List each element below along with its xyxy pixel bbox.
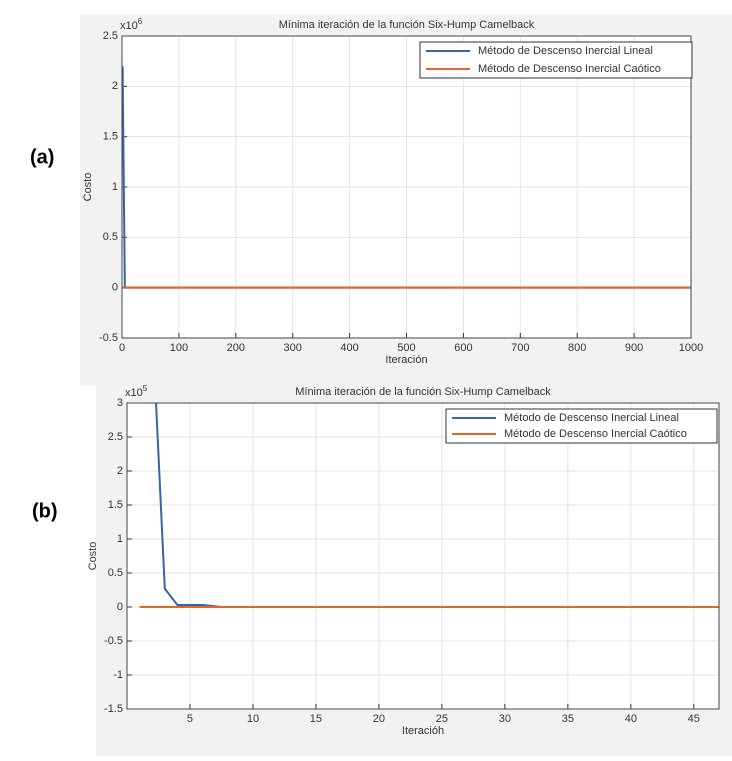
x-tick-label: 45: [688, 713, 700, 725]
x-tick-label: 300: [284, 342, 302, 354]
x-tick-label: 700: [511, 342, 529, 354]
y-tick-label: 2.5: [108, 431, 123, 443]
y-tick-label: -1.5: [104, 703, 123, 715]
legend-label: Método de Descenso Inercial Caótico: [504, 428, 687, 440]
x-tick-label: 35: [562, 713, 574, 725]
panel-label: (b): [32, 500, 58, 522]
y-tick-label: 0.5: [103, 231, 118, 243]
x-tick-label: 0: [119, 342, 125, 354]
y-tick-label: -0.5: [99, 332, 118, 344]
x-tick-label: 800: [568, 342, 586, 354]
x-tick-label: 100: [170, 342, 188, 354]
x-tick-label: 1000: [679, 342, 703, 354]
y-tick-label: 1: [117, 533, 123, 545]
x-tick-label: 15: [310, 713, 322, 725]
y-tick-label: -0.5: [104, 635, 123, 647]
plot-area: [127, 403, 719, 709]
x-tick-label: 500: [397, 342, 415, 354]
multiplier-exponent: 6: [138, 17, 143, 26]
y-multiplier: x106: [120, 17, 143, 32]
y-tick-label: 1.5: [108, 499, 123, 511]
y-axis-label: Costo: [87, 542, 99, 571]
y-tick-label: -1: [113, 669, 123, 681]
x-tick-label: 40: [625, 713, 637, 725]
legend-box: [445, 408, 718, 444]
legend-label: Método de Descenso Inercial Lineal: [478, 45, 653, 57]
plot-border: [121, 35, 692, 339]
y-multiplier: x105: [125, 384, 148, 399]
chart: (a) Mínima iteración de la función Six-Hu…: [30, 14, 732, 386]
y-tick-label: 0: [112, 282, 118, 294]
legend-box: [419, 41, 693, 79]
chart: (b) Mínima iteración de la función Six-Hu…: [32, 382, 732, 756]
x-tick-label: 10: [247, 713, 259, 725]
y-tick-label: 2.5: [103, 30, 118, 42]
x-tick-label: 400: [340, 342, 358, 354]
legend-label: Método de Descenso Inercial Lineal: [504, 412, 679, 424]
x-axis-label: Iteración: [385, 354, 427, 366]
y-tick-label: 3: [117, 397, 123, 409]
panel-label: (a): [30, 146, 54, 168]
x-axis-label: Iteracióh: [402, 725, 444, 737]
y-tick-label: 2: [112, 80, 118, 92]
y-tick-label: 1.5: [103, 131, 118, 143]
y-tick-label: 2: [117, 465, 123, 477]
multiplier-exponent: 5: [143, 384, 148, 393]
y-tick-label: 0: [117, 601, 123, 613]
multiplier-base: x10: [125, 387, 143, 399]
x-tick-label: 600: [454, 342, 472, 354]
y-tick-label: 0.5: [108, 567, 123, 579]
x-tick-label: 900: [625, 342, 643, 354]
multiplier-base: x10: [120, 20, 138, 32]
plot-border: [126, 402, 720, 710]
legend-label: Método de Descenso Inercial Caótico: [478, 63, 661, 75]
x-tick-label: 5: [187, 713, 193, 725]
x-tick-label: 20: [373, 713, 385, 725]
chart-title: Mínima iteración de la función Six-Hump …: [279, 19, 535, 31]
y-tick-label: 1: [112, 181, 118, 193]
chart-title: Mínima iteración de la función Six-Hump …: [295, 386, 551, 398]
x-tick-label: 25: [436, 713, 448, 725]
x-tick-label: 200: [227, 342, 245, 354]
x-tick-label: 30: [499, 713, 511, 725]
y-axis-label: Costo: [82, 173, 94, 202]
